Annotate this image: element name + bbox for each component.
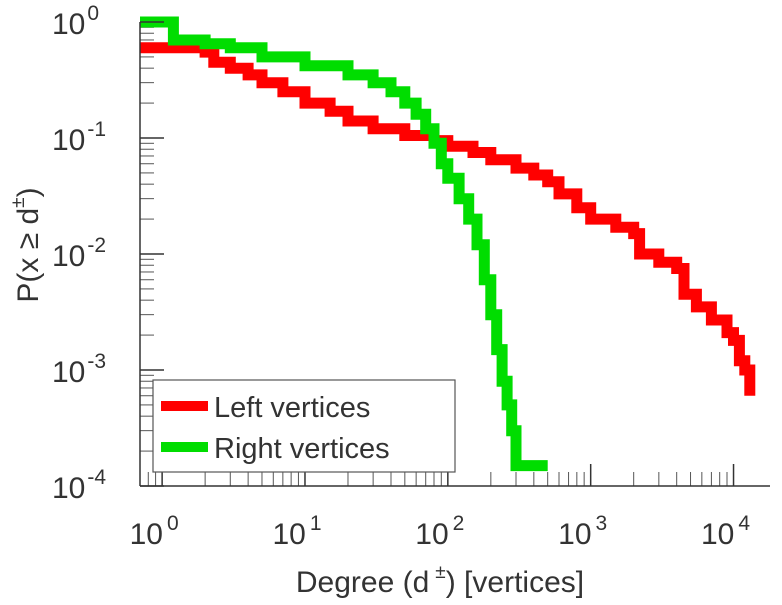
minor-tick-marks	[139, 26, 728, 486]
y-axis-label: P(x ≥ d±)	[8, 187, 45, 302]
tick-labels: 10 0 10 1 10 2 10 3 10 4 100 10-1 10-2 10-3 10-4	[52, 2, 750, 551]
series-line-right-vertices	[140, 16, 548, 472]
y-tick-label: 10-4	[52, 466, 106, 505]
x-axis-label: Degree (d ±) [vertices]	[296, 562, 584, 599]
legend-box	[152, 379, 456, 473]
y-tick-label: 10-2	[52, 234, 106, 273]
x-tick-label: 10 2	[415, 512, 464, 551]
legend: Left vertices Right vertices	[152, 379, 456, 473]
y-tick-label: 100	[52, 2, 99, 41]
x-tick-label: 10 0	[130, 512, 179, 551]
y-tick-label: 10-3	[52, 350, 106, 389]
x-tick-label: 10 1	[272, 512, 321, 551]
legend-label-left: Left vertices	[214, 392, 370, 424]
axes	[139, 21, 770, 487]
series-layer	[140, 16, 756, 472]
legend-label-right: Right vertices	[214, 433, 390, 465]
x-tick-label: 10 3	[558, 512, 607, 551]
x-tick-label: 10 4	[701, 512, 750, 551]
y-tick-label: 10-1	[52, 118, 106, 157]
series-line-left-vertices	[140, 42, 756, 396]
